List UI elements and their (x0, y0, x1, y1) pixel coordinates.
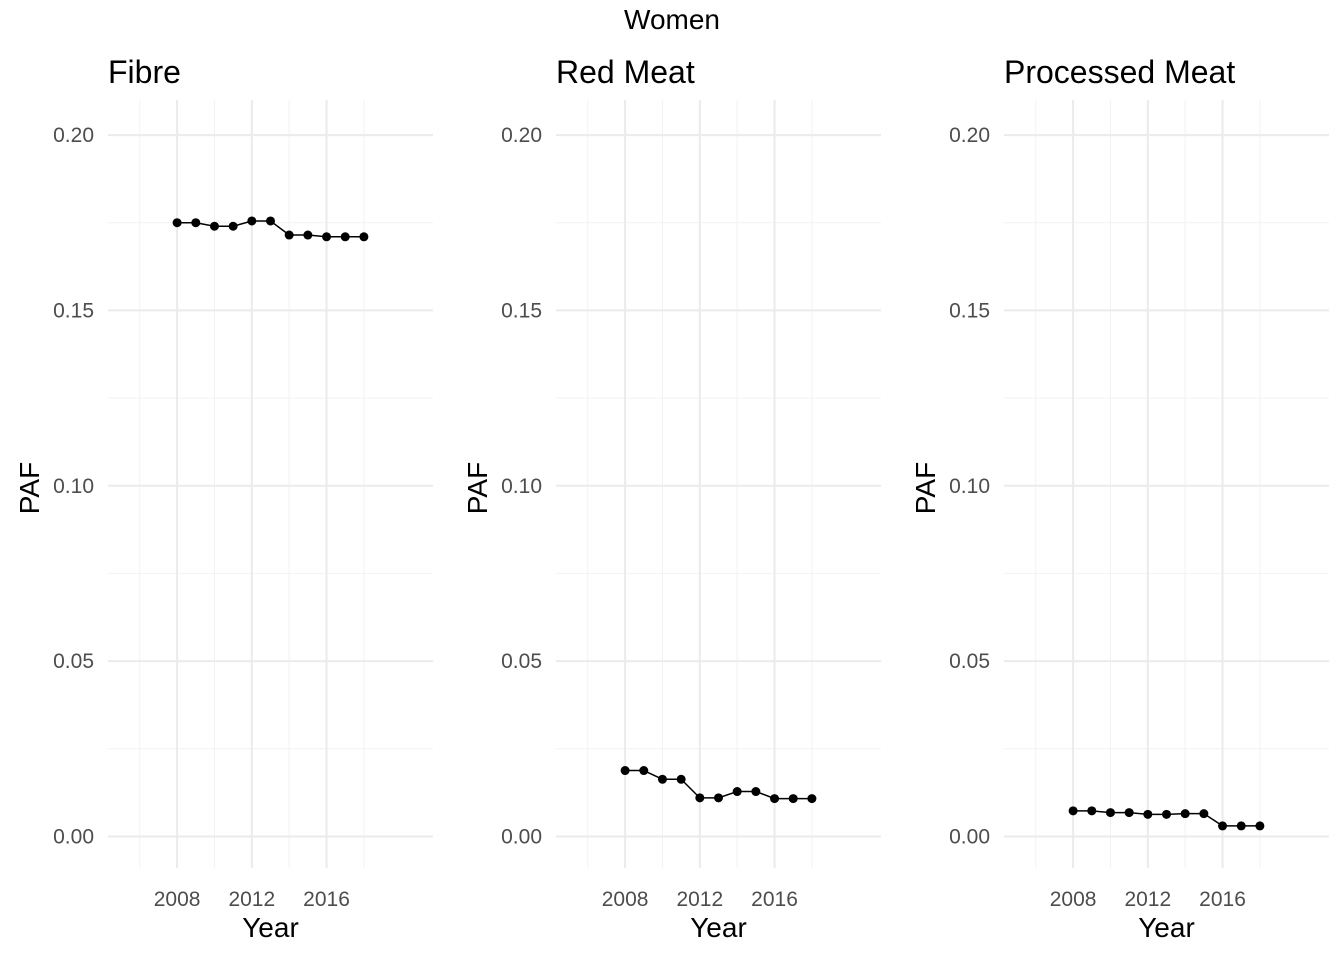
y-tick-label: 0.00 (949, 825, 990, 848)
y-tick-label: 0.10 (949, 475, 990, 498)
data-point (714, 793, 723, 803)
x-tick-label: 2008 (154, 888, 201, 911)
x-tick-label: 2016 (1199, 888, 1246, 911)
y-tick-label: 0.05 (53, 650, 94, 673)
x-axis-title: Year (690, 912, 747, 943)
data-point (1124, 808, 1134, 818)
y-axis-title: PAF (14, 461, 45, 515)
data-point (751, 787, 761, 797)
x-tick-label: 2016 (303, 888, 350, 911)
y-axis-title: PAF (910, 461, 941, 515)
data-point (266, 216, 275, 226)
data-point (209, 221, 219, 231)
data-point (1199, 809, 1209, 819)
x-tick-label: 2008 (602, 888, 649, 911)
x-tick-label: 2012 (1124, 888, 1171, 911)
data-point (676, 774, 686, 784)
data-point (1218, 821, 1228, 831)
plot-area: 0.00 0.05 0.10 0.15 0.20 2008 2012 2016 (53, 100, 433, 911)
data-point (303, 230, 313, 240)
data-point (1068, 806, 1078, 816)
x-tick-label: 2016 (751, 888, 798, 911)
data-point (322, 232, 332, 242)
panel-fibre: Fibre 0.00 0.05 0.10 0.15 0.20 2008 2012 2016 P… (0, 40, 448, 960)
data-point (284, 230, 294, 240)
y-tick-label: 0.15 (501, 299, 542, 322)
panel-title: Red Meat (556, 54, 695, 90)
data-point (807, 794, 817, 804)
x-tick-label: 2012 (676, 888, 723, 911)
data-point (657, 774, 667, 784)
data-point (695, 793, 705, 803)
data-point (1255, 821, 1265, 831)
panel-processed-meat: Processed Meat 0.00 0.05 0.10 0.15 0.20 2008 2… (896, 40, 1344, 960)
y-tick-label: 0.05 (501, 650, 542, 673)
data-point (228, 221, 238, 231)
data-point (1162, 809, 1171, 819)
plot-area: 0.00 0.05 0.10 0.15 0.20 2008 2012 2016 (501, 100, 881, 911)
data-point (1143, 809, 1153, 819)
data-point (1105, 808, 1115, 818)
data-point (247, 216, 257, 226)
y-tick-label: 0.05 (949, 650, 990, 673)
data-point (359, 232, 369, 242)
data-point (620, 766, 630, 776)
data-point (1087, 806, 1097, 816)
y-axis-title: PAF (462, 461, 493, 515)
panel-red-meat: Red Meat 0.00 0.05 0.10 0.15 0.20 2008 2012 201… (448, 40, 896, 960)
data-point (191, 218, 201, 228)
data-point (172, 218, 182, 228)
data-point (788, 794, 798, 804)
x-tick-label: 2008 (1050, 888, 1097, 911)
data-point (1236, 821, 1246, 831)
plot-area: 0.00 0.05 0.10 0.15 0.20 2008 2012 2016 (949, 100, 1329, 911)
x-tick-label: 2012 (228, 888, 275, 911)
figure-title: Women (624, 4, 720, 35)
y-tick-label: 0.20 (501, 124, 542, 147)
y-tick-label: 0.15 (949, 299, 990, 322)
y-tick-label: 0.10 (53, 475, 94, 498)
panel-title: Processed Meat (1004, 54, 1236, 90)
y-tick-label: 0.15 (53, 299, 94, 322)
y-tick-label: 0.00 (501, 825, 542, 848)
data-point (340, 232, 350, 242)
data-point (639, 766, 649, 776)
y-tick-label: 0.10 (501, 475, 542, 498)
y-tick-label: 0.00 (53, 825, 94, 848)
data-point (732, 787, 742, 797)
panel-title: Fibre (108, 54, 181, 90)
data-point (770, 794, 780, 804)
data-point (1180, 809, 1190, 819)
x-axis-title: Year (242, 912, 299, 943)
y-tick-label: 0.20 (53, 124, 94, 147)
y-tick-label: 0.20 (949, 124, 990, 147)
x-axis-title: Year (1138, 912, 1195, 943)
